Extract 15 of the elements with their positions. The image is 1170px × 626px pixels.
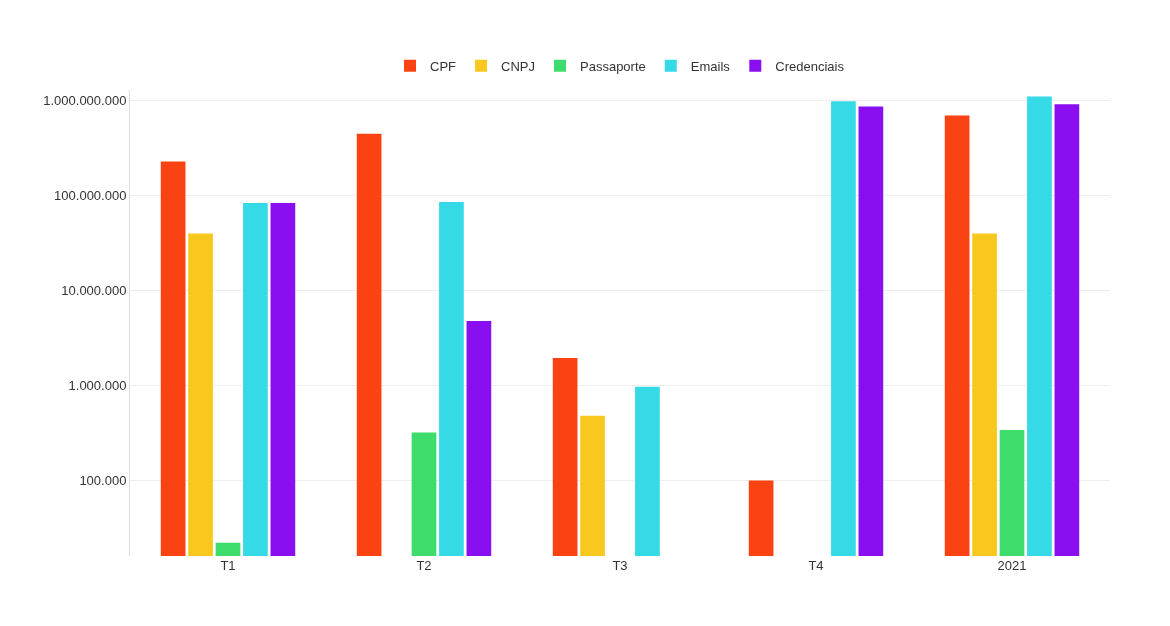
y-tick-label: 100.000 (79, 473, 127, 489)
legend-label: Passaporte (580, 58, 646, 74)
y-tick-label: 1.000.000 (68, 378, 127, 394)
y-tick-label: 100.000.000 (54, 188, 127, 204)
x-tick-label: T3 (612, 558, 628, 573)
x-tick-label: T4 (808, 558, 824, 573)
legend-label: Credenciais (775, 58, 845, 74)
legend-label: Emails (690, 58, 731, 74)
y-tick-label: 1.000.000.000 (43, 93, 127, 109)
x-tick-label: T1 (220, 558, 236, 573)
y-tick-label: 10.000.000 (61, 283, 127, 299)
legend-label: CPF (430, 58, 457, 74)
legend-label: CNPJ (501, 58, 536, 74)
x-tick-label: 2021 (997, 558, 1027, 573)
x-tick-label: T2 (416, 558, 432, 573)
